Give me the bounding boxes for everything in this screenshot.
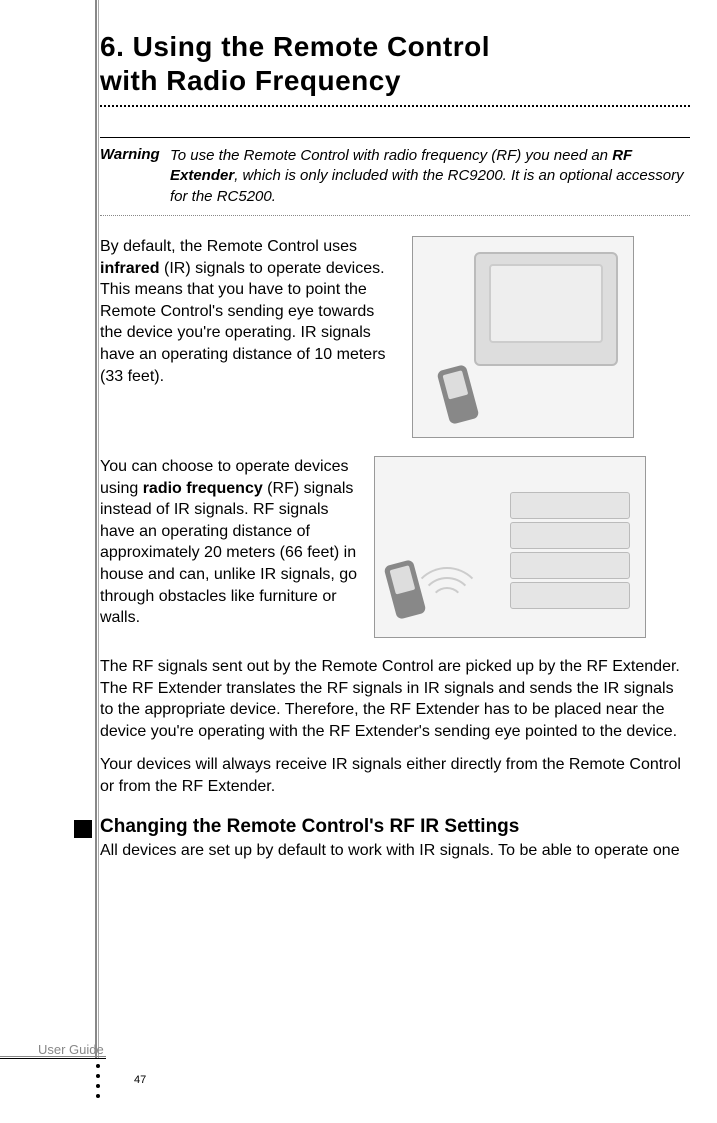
para1-row: By default, the Remote Control uses infr…	[100, 236, 690, 438]
subhead-row: Changing the Remote Control's RF IR Sett…	[100, 816, 690, 862]
para2: You can choose to operate devices using …	[100, 456, 362, 638]
figure-ir-tv	[412, 236, 634, 438]
section-marker-icon	[74, 820, 92, 838]
warning-text: To use the Remote Control with radio fre…	[170, 146, 690, 207]
para5: All devices are set up by default to wor…	[100, 840, 680, 862]
footer-rule	[0, 1058, 106, 1059]
left-margin-rule-inner	[98, 0, 99, 1058]
para3: The RF signals sent out by the Remote Co…	[100, 656, 690, 742]
para4: Your devices will always receive IR sign…	[100, 754, 690, 797]
figure-rf-stack	[374, 456, 646, 638]
chapter-title-line2: with Radio Frequency	[100, 65, 401, 96]
left-margin-rule	[95, 0, 97, 1058]
tv-icon	[474, 252, 618, 366]
remote-icon	[436, 364, 479, 425]
chapter-title: 6. Using the Remote Control with Radio F…	[100, 30, 690, 97]
page-number: 47	[134, 1074, 146, 1086]
warning-label: Warning	[100, 146, 170, 207]
para2-row: You can choose to operate devices using …	[100, 456, 690, 638]
stereo-stack-icon	[510, 492, 630, 612]
title-dotted-rule	[100, 105, 690, 107]
footer-dots-icon	[96, 1064, 100, 1098]
subhead: Changing the Remote Control's RF IR Sett…	[100, 816, 680, 838]
page-content: 6. Using the Remote Control with Radio F…	[100, 30, 690, 861]
para1: By default, the Remote Control uses infr…	[100, 236, 400, 438]
chapter-title-line1: 6. Using the Remote Control	[100, 31, 490, 62]
tv-screen-icon	[489, 264, 603, 343]
footer-label: User Guide	[38, 1042, 104, 1057]
warning-block: Warning To use the Remote Control with r…	[100, 137, 690, 216]
footer-rule-outer	[0, 1056, 106, 1057]
